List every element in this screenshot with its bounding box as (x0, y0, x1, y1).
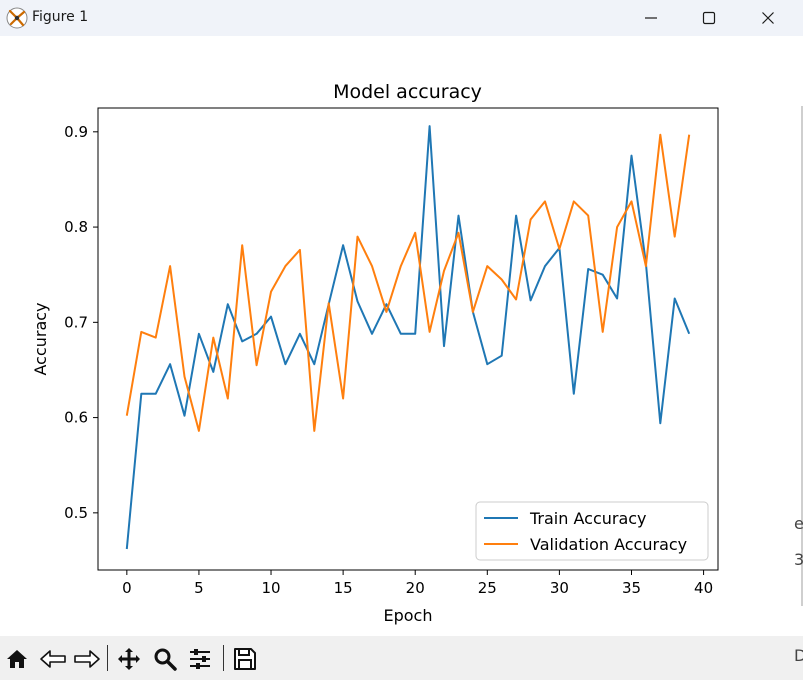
x-tick-label: 10 (261, 579, 280, 597)
series-line-validation (125, 133, 691, 432)
legend-label-validation: Validation Accuracy (530, 535, 687, 554)
figure-canvas[interactable]: Model accuracy 0 5 10 15 20 25 30 35 40 0.5 0.6 0.… (0, 36, 803, 636)
forward-button[interactable] (70, 644, 100, 674)
maximize-icon (702, 11, 716, 25)
x-tick-label: 30 (550, 579, 569, 597)
legend-box (475, 501, 709, 561)
x-tick-label: 20 (406, 579, 425, 597)
y-tick-label: 0.8 (64, 218, 88, 236)
window-titlebar: Figure 1 (0, 0, 803, 36)
x-tick-label: 35 (622, 579, 641, 597)
configure-subplots-button[interactable] (185, 644, 215, 674)
forward-icon (74, 650, 100, 668)
chart-title: Model accuracy (333, 81, 482, 103)
zoom-icon (154, 648, 177, 671)
legend-label-train: Train Accuracy (529, 509, 647, 528)
y-tick-label: 0.6 (64, 409, 88, 427)
toolbar-separator (223, 645, 224, 671)
close-button[interactable] (745, 0, 791, 36)
clipped-background-text: e (794, 514, 803, 533)
window-title: Figure 1 (32, 9, 89, 25)
navigation-toolbar: D (0, 636, 803, 680)
back-button[interactable] (36, 644, 66, 674)
save-button[interactable] (230, 644, 260, 674)
clipped-background-text: D (794, 646, 803, 665)
y-axis-label: Accuracy (31, 302, 50, 375)
y-tick-label: 0.7 (64, 313, 88, 331)
x-axis-ticks: 0 5 10 15 20 25 30 35 40 (122, 570, 713, 597)
zoom-button[interactable] (150, 644, 180, 674)
pan-icon (118, 648, 140, 670)
home-icon (7, 650, 27, 668)
configure-subplots-icon (190, 649, 210, 669)
x-tick-label: 40 (694, 579, 713, 597)
x-tick-label: 0 (122, 579, 132, 597)
y-axis-ticks: 0.5 0.6 0.7 0.8 0.9 (64, 123, 98, 522)
window-edge-shadow (801, 106, 803, 606)
series-line-train (125, 125, 691, 550)
x-axis-label: Epoch (384, 606, 433, 625)
close-icon (762, 12, 774, 24)
pan-button[interactable] (114, 644, 144, 674)
minimize-icon (645, 17, 657, 19)
minimize-button[interactable] (628, 0, 674, 36)
back-icon (40, 650, 66, 668)
save-icon (234, 648, 256, 670)
accuracy-line-chart: Model accuracy 0 5 10 15 20 25 30 35 40 0.50.60.… (31, 81, 719, 625)
y-tick-label: 0.5 (64, 504, 88, 522)
matplotlib-app-icon (6, 7, 28, 29)
x-tick-label: 25 (478, 579, 497, 597)
x-tick-label: 5 (194, 579, 204, 597)
y-tick-label: 0.9 (64, 123, 88, 141)
toolbar-separator (107, 645, 108, 671)
home-button[interactable] (2, 644, 32, 674)
legend: Train Accuracy Validation Accuracy (475, 501, 709, 561)
clipped-background-text: 3 (794, 550, 803, 569)
x-tick-label: 15 (334, 579, 353, 597)
plot-lines (125, 125, 691, 550)
maximize-button[interactable] (686, 0, 732, 36)
axes-frame (97, 107, 719, 571)
